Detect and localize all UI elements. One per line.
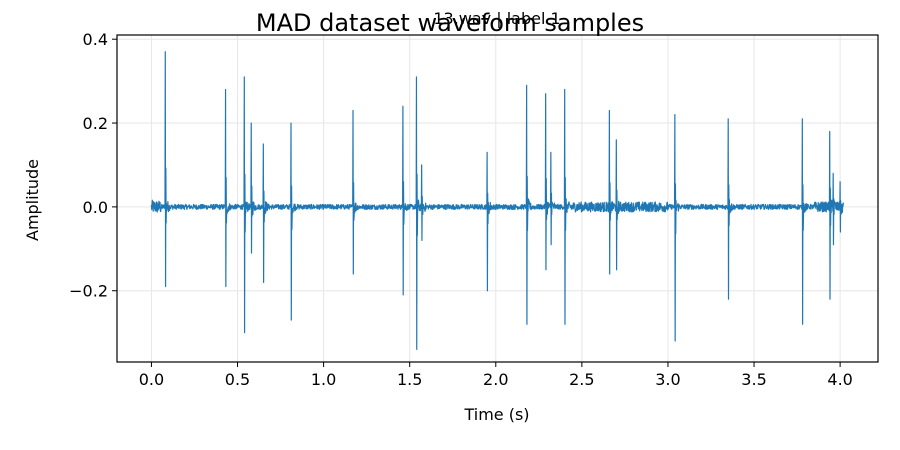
x-tick-label: 1.5 xyxy=(397,370,422,389)
y-axis-ticks: −0.2 0.0 0.2 0.4 xyxy=(69,30,117,301)
plot-area: 0.0 0.5 1.0 1.5 2.0 2.5 3.0 3.5 4.0 −0.2 0.0 0.2 0.… xyxy=(69,30,879,389)
x-tick-label: 3.5 xyxy=(741,370,766,389)
axes-frame xyxy=(116,34,879,363)
figure-suptitle: MAD dataset waveform samples xyxy=(256,9,644,37)
x-tick-label: 2.5 xyxy=(569,370,594,389)
x-tick-label: 1.0 xyxy=(311,370,336,389)
x-axis-label: Time (s) xyxy=(463,405,529,424)
x-tick-label: 0.0 xyxy=(139,370,164,389)
x-tick-label: 2.0 xyxy=(483,370,508,389)
x-tick-label: 0.5 xyxy=(225,370,250,389)
x-tick-label: 4.0 xyxy=(827,370,852,389)
x-tick-label: 3.0 xyxy=(655,370,680,389)
waveform-series-line xyxy=(150,51,845,351)
y-tick-label: 0.4 xyxy=(83,30,108,49)
x-axis-ticks: 0.0 0.5 1.0 1.5 2.0 2.5 3.0 3.5 4.0 xyxy=(139,362,853,389)
y-tick-label: 0.2 xyxy=(83,114,108,133)
y-tick-label: 0.0 xyxy=(83,198,108,217)
y-axis-label: Amplitude xyxy=(23,159,42,241)
subplot-title: 13.wav | label 1 xyxy=(433,9,560,28)
y-tick-label: −0.2 xyxy=(69,282,108,301)
grid-lines xyxy=(117,35,878,362)
